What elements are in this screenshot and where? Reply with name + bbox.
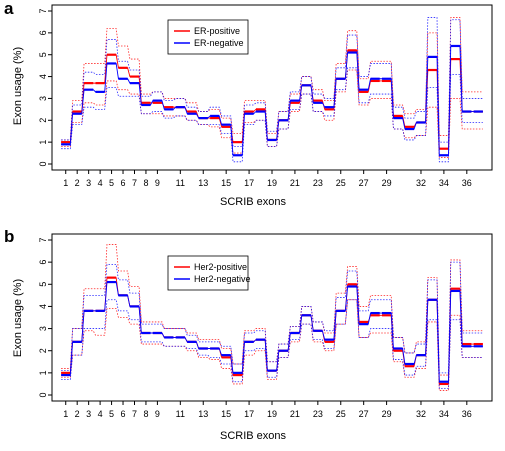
- x-tick-label: 4: [98, 409, 103, 419]
- legend-label: ER-positive: [194, 26, 240, 36]
- x-tick-label: 32: [416, 409, 426, 419]
- x-tick-label: 11: [176, 409, 185, 419]
- x-tick-label: 23: [313, 178, 323, 188]
- y-tick-label: 0: [38, 161, 48, 166]
- y-tick-label: 1: [38, 370, 48, 375]
- x-tick-label: 5: [109, 409, 114, 419]
- x-tick-label: 34: [439, 409, 449, 419]
- x-tick-label: 15: [221, 409, 231, 419]
- y-tick-label: 3: [38, 326, 48, 331]
- x-tick-label: 29: [382, 178, 392, 188]
- x-tick-label: 11: [176, 178, 185, 188]
- x-tick-label: 21: [290, 409, 300, 419]
- y-tick-label: 3: [38, 96, 48, 101]
- panel-letter-a: a: [4, 0, 14, 18]
- legend-label: Her2-positive: [194, 262, 247, 272]
- x-tick-label: 17: [244, 409, 254, 419]
- plot-frame: [51, 233, 493, 402]
- x-tick-label: 8: [143, 178, 148, 188]
- y-tick-label: 7: [38, 237, 48, 242]
- y-tick-label: 7: [38, 8, 48, 13]
- series-line: [61, 277, 483, 385]
- x-tick-label: 1: [63, 409, 68, 419]
- panel-letter-b: b: [4, 227, 15, 246]
- series-lower-bound: [61, 299, 483, 391]
- series-upper-bound: [61, 17, 483, 147]
- y-tick-label: 2: [38, 118, 48, 123]
- y-tick-label: 4: [38, 304, 48, 309]
- x-tick-label: 3: [86, 409, 91, 419]
- x-axis-label-a: SCRIB exons: [220, 196, 287, 208]
- y-tick-label: 1: [38, 140, 48, 145]
- series-line: [61, 49, 483, 150]
- y-tick-label: 6: [38, 30, 48, 35]
- x-tick-label: 27: [359, 409, 369, 419]
- series-upper-bound: [61, 17, 483, 141]
- x-tick-label: 19: [267, 409, 277, 419]
- y-tick-label: 0: [38, 392, 48, 397]
- x-tick-label: 4: [98, 178, 103, 188]
- legend-box: [167, 19, 249, 55]
- x-axis-label-b: SCRIB exons: [220, 430, 287, 442]
- y-tick-label: 2: [38, 348, 48, 353]
- series-line: [61, 281, 483, 383]
- x-tick-label: 17: [244, 178, 254, 188]
- x-tick-label: 23: [313, 409, 323, 419]
- x-tick-label: 29: [382, 409, 392, 419]
- x-tick-label: 3: [86, 178, 91, 188]
- x-tick-label: 5: [109, 178, 114, 188]
- x-tick-label: 19: [267, 178, 277, 188]
- series-lower-bound: [61, 299, 483, 389]
- x-tick-label: 8: [143, 409, 148, 419]
- legend-label: Her2-negative: [194, 274, 251, 284]
- y-tick-label: 5: [38, 52, 48, 57]
- series-lower-bound: [61, 67, 483, 163]
- x-tick-label: 6: [121, 409, 126, 419]
- x-tick-label: 25: [336, 409, 346, 419]
- x-tick-label: 21: [290, 178, 300, 188]
- x-tick-label: 36: [462, 178, 472, 188]
- x-tick-label: 2: [75, 409, 80, 419]
- x-tick-label: 6: [121, 178, 126, 188]
- series-upper-bound: [61, 261, 483, 374]
- x-tick-label: 27: [359, 178, 369, 188]
- x-tick-label: 15: [221, 178, 231, 188]
- x-tick-label: 2: [75, 178, 80, 188]
- legend-box: [167, 255, 249, 291]
- x-tick-label: 9: [155, 178, 160, 188]
- x-tick-label: 9: [155, 409, 160, 419]
- x-tick-label: 1: [63, 178, 68, 188]
- x-tick-label: 7: [132, 409, 137, 419]
- x-tick-label: 32: [416, 178, 426, 188]
- legend-label: ER-negative: [194, 38, 244, 48]
- x-tick-label: 13: [198, 409, 208, 419]
- series-lower-bound: [61, 69, 483, 158]
- x-tick-label: 25: [336, 178, 346, 188]
- x-tick-label: 13: [198, 178, 208, 188]
- y-tick-label: 6: [38, 260, 48, 265]
- y-tick-label: 4: [38, 74, 48, 79]
- x-tick-label: 36: [462, 409, 472, 419]
- x-tick-label: 34: [439, 178, 449, 188]
- x-tick-label: 7: [132, 178, 137, 188]
- y-tick-label: 5: [38, 282, 48, 287]
